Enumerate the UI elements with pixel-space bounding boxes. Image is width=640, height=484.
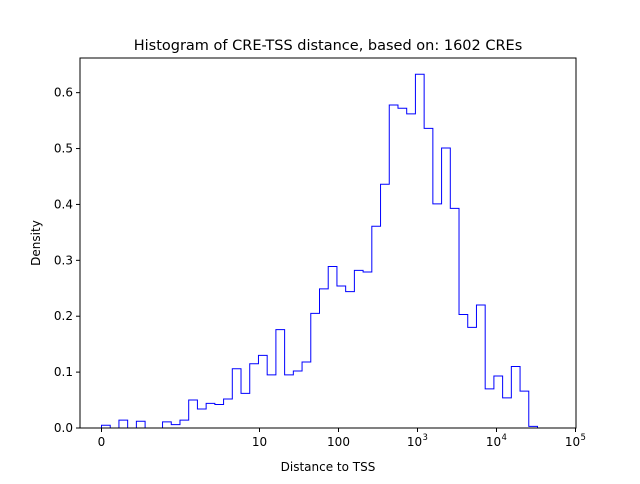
histogram-bin <box>311 313 320 428</box>
histogram-bin <box>224 399 233 428</box>
histogram-bin <box>328 266 337 428</box>
histogram-bin <box>407 114 416 428</box>
histogram-bin <box>459 315 468 428</box>
y-tick-label: 0.3 <box>54 253 73 267</box>
histogram-bin <box>520 391 529 428</box>
histogram-bin <box>163 422 172 428</box>
x-tick-label: 10 <box>565 435 580 449</box>
histogram-bin <box>276 330 285 428</box>
x-tick-label: 10 <box>252 435 267 449</box>
histogram-bin <box>171 425 180 428</box>
histogram-bin <box>258 355 267 428</box>
histogram-bin <box>494 376 503 428</box>
histogram-step-outline <box>101 73 538 429</box>
histogram-bin <box>285 375 294 428</box>
histogram-bin <box>215 405 224 428</box>
histogram-bin <box>503 398 512 428</box>
y-tick-label: 0.2 <box>54 309 73 323</box>
histogram-bin <box>511 367 520 428</box>
x-tick-label-exponent: 5 <box>581 433 586 443</box>
histogram-bin <box>197 409 206 428</box>
histogram-bin <box>485 389 494 428</box>
histogram-bin <box>354 270 363 428</box>
y-tick-label: 0.0 <box>54 421 73 435</box>
histogram-bin <box>381 184 390 428</box>
histogram-bin <box>293 371 302 428</box>
x-axis-label: Distance to TSS <box>281 460 376 474</box>
histogram-bin <box>241 393 250 428</box>
y-tick-label: 0.5 <box>54 142 73 156</box>
histogram-bin <box>189 400 198 428</box>
histogram-bin <box>302 362 311 428</box>
histogram-bin <box>476 305 485 428</box>
histogram-bin <box>320 289 329 428</box>
histogram-bin <box>267 375 276 428</box>
histogram-bin <box>119 420 128 428</box>
histogram-bin <box>232 369 241 428</box>
y-tick-label: 0.1 <box>54 365 73 379</box>
histogram-bin <box>206 403 215 428</box>
y-tick-label: 0.4 <box>54 197 73 211</box>
histogram-bin <box>442 148 451 428</box>
x-tick-label-exponent: 4 <box>502 433 507 443</box>
histogram-bin <box>433 204 442 428</box>
histogram-bin <box>450 208 459 428</box>
histogram-bin <box>424 128 433 428</box>
y-tick-label: 0.6 <box>54 86 73 100</box>
histogram-bin <box>250 364 259 428</box>
histogram-bin <box>180 420 189 428</box>
y-axis-ticks: 0.0 0.1 0.2 0.3 0.4 0.5 0.6 <box>54 86 80 435</box>
y-axis-label: Density <box>29 220 43 266</box>
histogram-bin <box>389 105 398 428</box>
plot-frame <box>79 57 577 429</box>
histogram-bin <box>398 108 407 428</box>
histogram-bin <box>363 272 372 428</box>
histogram-bin <box>468 327 477 428</box>
histogram-bin <box>372 226 381 428</box>
histogram-bin <box>337 286 346 428</box>
chart-title: Histogram of CRE-TSS distance, based on:… <box>134 38 523 54</box>
x-tick-label-exponent: 3 <box>423 433 428 443</box>
histogram-bin <box>136 421 145 428</box>
histogram-bin <box>346 292 355 428</box>
x-tick-label: 10 <box>486 435 501 449</box>
x-tick-label: 0 <box>98 435 106 449</box>
x-tick-label: 100 <box>327 435 350 449</box>
histogram-bin <box>415 74 424 428</box>
x-axis-ticks: 010100103104105106 <box>98 428 586 449</box>
x-tick-label: 10 <box>407 435 422 449</box>
